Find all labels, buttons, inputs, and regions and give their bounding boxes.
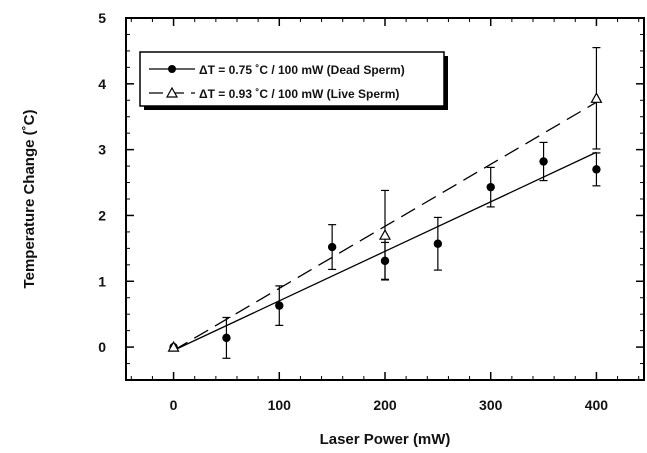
legend-entry-dead: ΔT = 0.75 ˚C / 100 mW (Dead Sperm) <box>199 63 405 77</box>
legend-shadow-right <box>444 56 448 110</box>
legend: ΔT = 0.75 ˚C / 100 mW (Dead Sperm) ΔT = … <box>139 51 448 110</box>
data-point-live <box>590 92 603 103</box>
x-axis-title: Laser Power (mW) <box>320 431 451 448</box>
data-point-dead <box>433 239 443 248</box>
data-point-dead <box>539 157 548 166</box>
y-tick-label: 5 <box>98 10 106 26</box>
data-point-dead <box>327 242 337 252</box>
y-tick-label: 2 <box>98 207 106 223</box>
x-tick-label: 0 <box>170 397 178 413</box>
data-point-dead <box>222 333 231 343</box>
legend-entry-live: ΔT = 0.93 ˚C / 100 mW (Live Sperm) <box>199 87 399 101</box>
data-point-live <box>167 340 180 352</box>
data-point-dead <box>592 165 601 174</box>
data-markers <box>167 92 603 352</box>
data-point-dead <box>275 301 284 310</box>
y-axis-title: Temperature Change (˚C) <box>21 110 38 289</box>
legend-swatch-live-marker <box>165 86 179 98</box>
legend-swatch-dead-marker <box>168 65 176 73</box>
x-tick-label: 200 <box>373 397 397 413</box>
data-point-live <box>378 228 392 240</box>
y-tick-label: 3 <box>98 142 106 158</box>
legend-shadow-bottom <box>144 106 448 110</box>
x-tick-label: 300 <box>479 397 503 413</box>
x-tick-label: 100 <box>268 397 292 413</box>
y-tick-label: 0 <box>98 339 106 355</box>
data-point-dead <box>486 182 495 192</box>
y-tick-label: 1 <box>98 273 106 289</box>
data-point-dead <box>380 256 390 266</box>
legend-box <box>139 51 445 107</box>
y-tick-label: 4 <box>98 76 106 92</box>
ticks: 0 100 200 300 400 0 1 2 3 4 5 <box>98 10 644 413</box>
x-tick-label: 400 <box>585 397 609 413</box>
